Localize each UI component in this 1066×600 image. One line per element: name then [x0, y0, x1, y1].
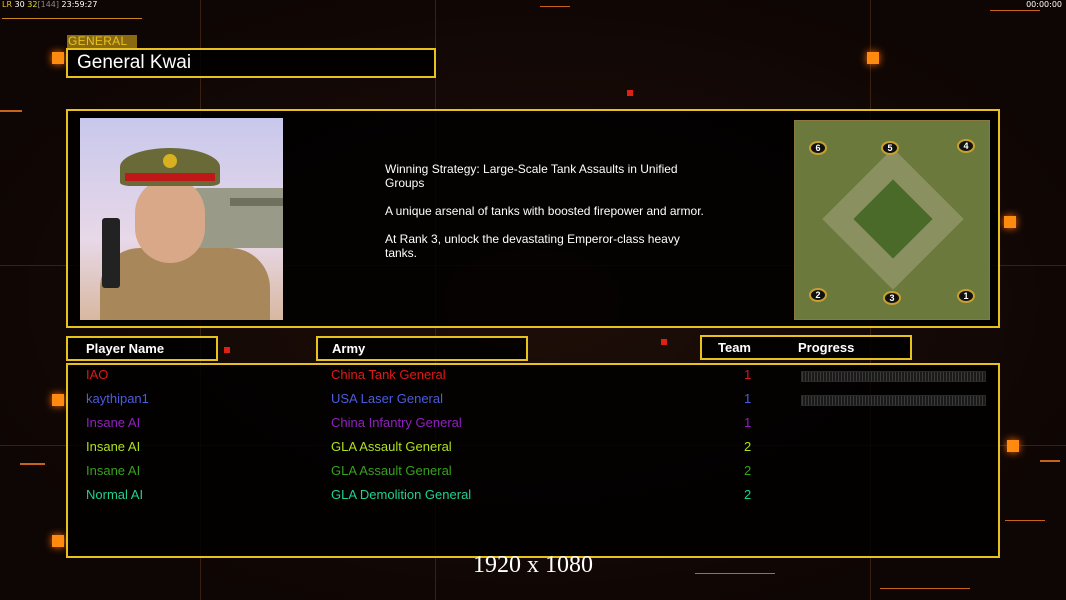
progress-bar — [801, 371, 986, 382]
general-description: Winning Strategy: Large-Scale Tank Assau… — [385, 162, 704, 260]
player-army: GLA Assault General — [331, 463, 452, 478]
player-row: Insane AI China Infantry General 1 — [68, 415, 998, 435]
player-list: IAO China Tank General 1 kaythipan1 USA L… — [66, 363, 1000, 558]
player-army: GLA Assault General — [331, 439, 452, 454]
fps-readout: LR 30 32[144] 23:59:27 — [2, 0, 98, 9]
header-army: Army — [316, 336, 528, 361]
resolution-label: 1920 x 1080 — [473, 552, 593, 578]
player-name: Insane AI — [86, 415, 141, 430]
player-team: 2 — [744, 487, 752, 502]
player-team: 1 — [744, 391, 752, 406]
player-name: IAO — [86, 367, 109, 382]
start-position: 3 — [883, 291, 901, 305]
player-name: Insane AI — [86, 463, 141, 478]
start-position: 2 — [809, 288, 827, 302]
player-team: 1 — [744, 415, 752, 430]
header-team-progress: Team Progress — [700, 335, 912, 360]
player-team: 2 — [744, 463, 752, 478]
player-team: 2 — [744, 439, 752, 454]
general-title: General Kwai — [66, 48, 436, 78]
start-position: 5 — [881, 141, 899, 155]
player-name: Insane AI — [86, 439, 141, 454]
player-name: kaythipan1 — [86, 391, 149, 406]
progress-bar — [801, 395, 986, 406]
player-army: China Tank General — [331, 367, 446, 382]
player-row: Insane AI GLA Assault General 2 — [68, 439, 998, 459]
player-row: kaythipan1 USA Laser General 1 — [68, 391, 998, 411]
player-name: Normal AI — [86, 487, 144, 502]
player-row: Normal AI GLA Demolition General 2 — [68, 487, 998, 507]
player-army: USA Laser General — [331, 391, 444, 406]
start-position: 4 — [957, 139, 975, 153]
player-team: 1 — [744, 367, 752, 382]
start-position: 6 — [809, 141, 827, 155]
player-row: Insane AI GLA Assault General 2 — [68, 463, 998, 483]
start-position: 1 — [957, 289, 975, 303]
general-portrait — [80, 118, 283, 320]
game-timer: 00:00:00 — [1026, 0, 1062, 9]
player-army: China Infantry General — [331, 415, 462, 430]
minimap: 6 5 4 2 3 1 — [794, 120, 990, 320]
player-row: IAO China Tank General 1 — [68, 367, 998, 387]
player-army: GLA Demolition General — [331, 487, 472, 502]
section-label: GENERAL — [67, 35, 137, 48]
header-player-name: Player Name — [66, 336, 218, 361]
